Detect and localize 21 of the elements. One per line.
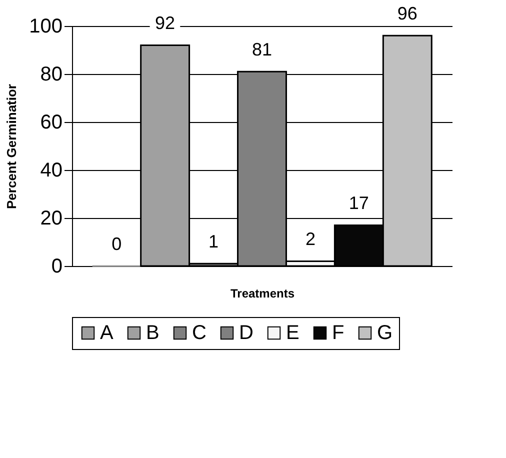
data-label: 17 bbox=[348, 193, 369, 214]
legend-label: C bbox=[192, 322, 206, 344]
legend-label: A bbox=[100, 322, 114, 344]
y-tick-label: 100 bbox=[29, 16, 62, 38]
data-label: 96 bbox=[397, 4, 418, 24]
legend-label: F bbox=[332, 322, 344, 344]
data-label: 0 bbox=[112, 234, 122, 254]
data-label: 81 bbox=[252, 40, 272, 60]
x-axis-title: Treatments bbox=[230, 286, 295, 300]
y-tick-label: 80 bbox=[40, 64, 62, 86]
y-tick-label: 60 bbox=[40, 112, 62, 134]
data-label: 1 bbox=[208, 232, 219, 252]
y-tick-label: 0 bbox=[51, 256, 62, 278]
legend-label: B bbox=[146, 322, 160, 344]
y-tick-label: 40 bbox=[40, 160, 62, 182]
legend-label: G bbox=[377, 322, 393, 344]
y-tick-label: 20 bbox=[40, 208, 62, 230]
data-label: 2 bbox=[305, 229, 316, 250]
legend-label: D bbox=[239, 322, 254, 344]
legend-label: E bbox=[286, 322, 300, 344]
y-axis-title: Percent Germinatior bbox=[4, 84, 20, 209]
